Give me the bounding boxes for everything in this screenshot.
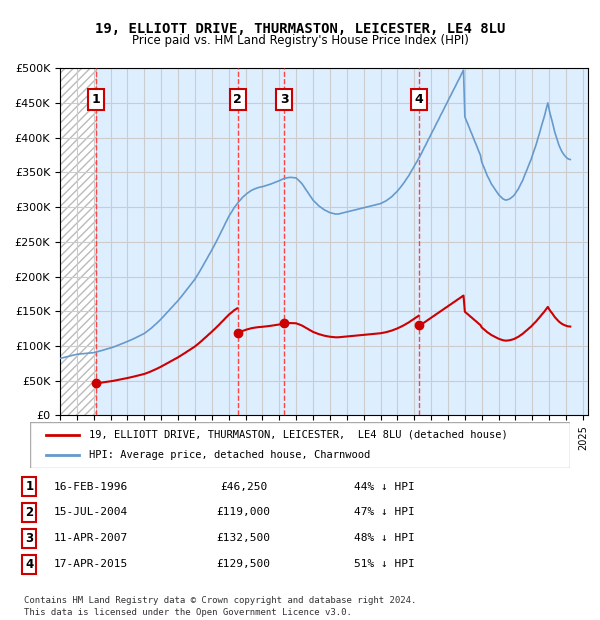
Text: 4: 4	[25, 558, 34, 571]
Text: 19, ELLIOTT DRIVE, THURMASTON, LEICESTER, LE4 8LU: 19, ELLIOTT DRIVE, THURMASTON, LEICESTER…	[95, 22, 505, 36]
Text: This data is licensed under the Open Government Licence v3.0.: This data is licensed under the Open Gov…	[24, 608, 352, 617]
Text: £132,500: £132,500	[217, 533, 271, 543]
Text: 4: 4	[415, 93, 424, 106]
Text: 19, ELLIOTT DRIVE, THURMASTON, LEICESTER,  LE4 8LU (detached house): 19, ELLIOTT DRIVE, THURMASTON, LEICESTER…	[89, 430, 508, 440]
Text: HPI: Average price, detached house, Charnwood: HPI: Average price, detached house, Char…	[89, 450, 371, 460]
FancyBboxPatch shape	[30, 422, 570, 468]
Text: 51% ↓ HPI: 51% ↓ HPI	[354, 559, 415, 569]
Bar	[60, 68, 96, 415]
Text: 2: 2	[233, 93, 242, 106]
Text: 2: 2	[25, 506, 34, 519]
Text: £46,250: £46,250	[220, 482, 267, 492]
Text: 11-APR-2007: 11-APR-2007	[54, 533, 128, 543]
Text: £129,500: £129,500	[217, 559, 271, 569]
Text: 1: 1	[25, 480, 34, 493]
Text: 3: 3	[280, 93, 289, 106]
Text: 47% ↓ HPI: 47% ↓ HPI	[354, 507, 415, 518]
Text: 3: 3	[25, 532, 34, 545]
Bar	[60, 68, 96, 415]
Text: 16-FEB-1996: 16-FEB-1996	[54, 482, 128, 492]
Text: 44% ↓ HPI: 44% ↓ HPI	[354, 482, 415, 492]
Text: 48% ↓ HPI: 48% ↓ HPI	[354, 533, 415, 543]
Text: £119,000: £119,000	[217, 507, 271, 518]
Text: 15-JUL-2004: 15-JUL-2004	[54, 507, 128, 518]
Text: Price paid vs. HM Land Registry's House Price Index (HPI): Price paid vs. HM Land Registry's House …	[131, 34, 469, 47]
Text: 1: 1	[91, 93, 100, 106]
Text: 17-APR-2015: 17-APR-2015	[54, 559, 128, 569]
Text: Contains HM Land Registry data © Crown copyright and database right 2024.: Contains HM Land Registry data © Crown c…	[24, 596, 416, 606]
